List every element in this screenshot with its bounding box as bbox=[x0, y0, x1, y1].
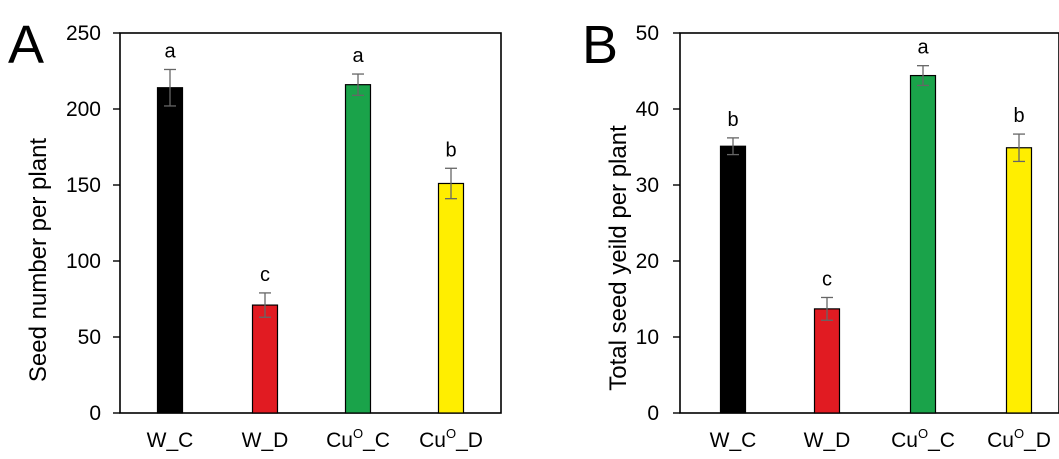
bar-w-d bbox=[251, 304, 279, 414]
chart-panel-b: B 0 10 20 30 40 50 Total seed yeild per plant b W… bbox=[582, 15, 1059, 452]
x-tick-label: CuO_D bbox=[419, 426, 483, 452]
y-axis-label: Seed number per plant bbox=[25, 138, 52, 382]
y-tick-label: 20 bbox=[636, 250, 659, 273]
bar-cu-c bbox=[344, 84, 372, 414]
y-tick-label: 250 bbox=[66, 22, 101, 45]
y-tick-label: 150 bbox=[66, 174, 101, 197]
y-tick-label: 50 bbox=[78, 326, 101, 349]
x-tick-label: CuO_C bbox=[326, 426, 390, 452]
bar-w-c bbox=[719, 145, 747, 414]
x-tick-label: CuO_C bbox=[891, 426, 955, 452]
significance-label: a bbox=[164, 40, 176, 62]
y-tick-label: 0 bbox=[647, 402, 659, 425]
significance-label: b bbox=[727, 109, 738, 131]
bar-cu-d bbox=[437, 182, 465, 414]
x-tick-label: W_D bbox=[804, 429, 851, 452]
chart-panel-a: A 0 50 100 150 200 250 Seed number per plant a W_… bbox=[8, 15, 502, 452]
bar-cu-d bbox=[1005, 147, 1033, 414]
bar-cu-c bbox=[909, 74, 937, 414]
significance-label: b bbox=[1013, 105, 1024, 127]
bar-w-c bbox=[156, 87, 184, 414]
x-tick-label: W_D bbox=[242, 429, 289, 452]
plot-frame bbox=[679, 32, 1059, 414]
y-tick-label: 100 bbox=[66, 250, 101, 273]
significance-label: a bbox=[917, 37, 929, 59]
panel-letter: B bbox=[582, 15, 618, 75]
significance-label: c bbox=[822, 268, 832, 290]
y-tick-label: 0 bbox=[89, 402, 101, 425]
y-tick-label: 40 bbox=[636, 98, 659, 121]
y-tick-label: 50 bbox=[636, 22, 659, 45]
panel-letter: A bbox=[8, 15, 44, 75]
y-tick-label: 30 bbox=[636, 174, 659, 197]
plot-frame bbox=[119, 32, 502, 414]
significance-label: c bbox=[260, 264, 270, 286]
bar-w-d bbox=[813, 308, 841, 414]
significance-label: a bbox=[352, 45, 364, 67]
significance-label: b bbox=[445, 139, 456, 161]
y-tick-label: 10 bbox=[636, 326, 659, 349]
y-axis-label: Total seed yeild per plant bbox=[605, 125, 632, 391]
x-tick-label: CuO_D bbox=[987, 426, 1051, 452]
y-tick-label: 200 bbox=[66, 98, 101, 121]
x-tick-label: W_C bbox=[147, 429, 194, 452]
x-tick-label: W_C bbox=[710, 429, 757, 452]
